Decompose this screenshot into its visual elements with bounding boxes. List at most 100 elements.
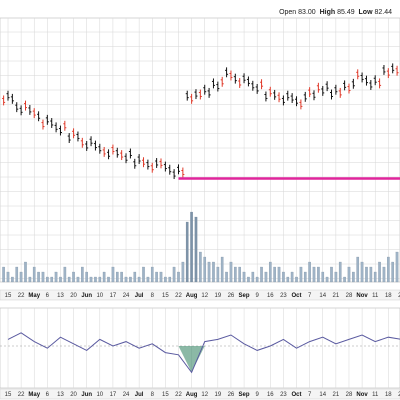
volume-bar: [159, 271, 163, 283]
volume-bar: [24, 261, 27, 283]
price-tick-label: 7: [308, 293, 312, 299]
price-bar-late: [190, 93, 194, 104]
volume-bar: [234, 266, 237, 283]
price-bar-early: [159, 158, 163, 169]
price-bar-early: [37, 111, 41, 122]
volume-bar: [373, 271, 377, 283]
indicator-tick-label: Jun: [81, 392, 92, 398]
volume-bar: [220, 256, 224, 283]
volume-bar: [168, 276, 172, 283]
ohlc-header: Open 83.00 High 85.49 Low 82.44: [279, 9, 392, 16]
price-tick-label: 15: [162, 293, 169, 299]
price-tick-label: 22: [18, 293, 25, 299]
price-bar-early: [142, 157, 146, 168]
volume-bar: [102, 271, 106, 283]
price-bars: [2, 63, 400, 180]
price-bar-late: [203, 84, 207, 95]
volume-bar: [299, 266, 303, 283]
price-bar-late: [220, 76, 224, 87]
price-tick-label: Sep: [239, 293, 250, 299]
price-bar-early: [102, 146, 106, 157]
indicator-tick-label: 18: [385, 392, 392, 398]
volume-bar: [247, 276, 250, 283]
price-bar-early: [80, 137, 84, 148]
price-bar-early: [63, 120, 67, 131]
price-bar-early: [2, 95, 6, 106]
volume-bar: [260, 266, 263, 283]
indicator-tick-label: 28: [346, 392, 353, 398]
price-tick-label: 8: [151, 293, 155, 299]
indicator-tick-label: 6: [46, 392, 50, 398]
price-bar-late: [312, 90, 316, 101]
price-tick-label: Nov: [356, 293, 368, 299]
indicator-tick-label: 13: [57, 392, 64, 398]
price-bar-early: [28, 104, 32, 115]
volume-bar: [317, 266, 320, 283]
price-tick-label: 19: [214, 293, 221, 299]
price-bar-late: [321, 85, 325, 96]
price-tick-label: 20: [70, 293, 77, 299]
indicator-tick-label: Jul: [135, 392, 144, 398]
price-bar-early: [58, 125, 62, 136]
indicator-panel: [0, 307, 400, 389]
price-bar-early: [15, 102, 19, 113]
volume-bar: [177, 271, 180, 283]
price-bar-late: [378, 78, 382, 89]
indicator-tick-label: May: [28, 392, 40, 398]
volume-bar: [347, 266, 351, 283]
price-bar-late: [395, 65, 399, 76]
price-bar-late: [343, 80, 347, 91]
price-bar-early: [76, 131, 80, 142]
price-bar-early: [128, 148, 132, 159]
volume-bar: [115, 271, 119, 283]
price-bar-early: [45, 114, 49, 125]
price-tick-label: 22: [175, 293, 182, 299]
price-bar-late: [255, 83, 259, 94]
indicator-tick-label: 12: [201, 392, 208, 398]
volume-bar: [85, 271, 88, 283]
price-bar-late: [233, 73, 237, 84]
price-bar-late: [329, 89, 333, 100]
volume-bar: [207, 261, 211, 283]
volume-bar: [330, 266, 333, 283]
price-bar-early: [6, 90, 10, 101]
indicator-tick-label: 11: [372, 392, 379, 398]
price-tick-label: 25: [398, 293, 400, 299]
price-bar-early: [155, 158, 159, 168]
price-bar-late: [260, 79, 264, 90]
price-bar-early: [107, 149, 111, 160]
volume-bar: [129, 276, 132, 283]
price-bar-early: [85, 141, 89, 151]
volume-bar: [365, 266, 368, 283]
volume-bar: [2, 266, 5, 283]
volume-bar: [76, 276, 80, 283]
volume-bar: [190, 211, 193, 283]
volume-bar: [41, 271, 45, 283]
volume-bar: [11, 276, 14, 283]
volume-bar: [107, 276, 110, 283]
price-bar-late: [391, 63, 395, 74]
price-bar-late: [216, 81, 220, 92]
price-bar-late: [308, 87, 312, 98]
volume-bar: [369, 266, 373, 283]
price-bar-late: [299, 99, 303, 110]
price-tick-label: 11: [372, 293, 379, 299]
volume-bar: [290, 271, 294, 283]
price-bar-early: [54, 122, 58, 133]
price-bar-late: [198, 89, 202, 100]
price-bar-early: [50, 118, 54, 128]
volume-bar: [137, 276, 141, 283]
price-bar-early: [89, 136, 93, 147]
volume-bar: [286, 276, 290, 283]
indicator-tick-label: 9: [256, 392, 260, 398]
price-bar-late: [382, 64, 386, 75]
price-bar-late: [373, 75, 377, 86]
price-bar-late: [386, 68, 390, 79]
price-tick-label: 10: [96, 293, 103, 299]
price-bar-late: [351, 78, 355, 89]
price-bar-late: [238, 78, 242, 88]
volume-bar: [181, 261, 185, 283]
price-bar-early: [93, 140, 97, 151]
volume-bar: [382, 266, 386, 283]
price-tick-label: 13: [57, 293, 64, 299]
